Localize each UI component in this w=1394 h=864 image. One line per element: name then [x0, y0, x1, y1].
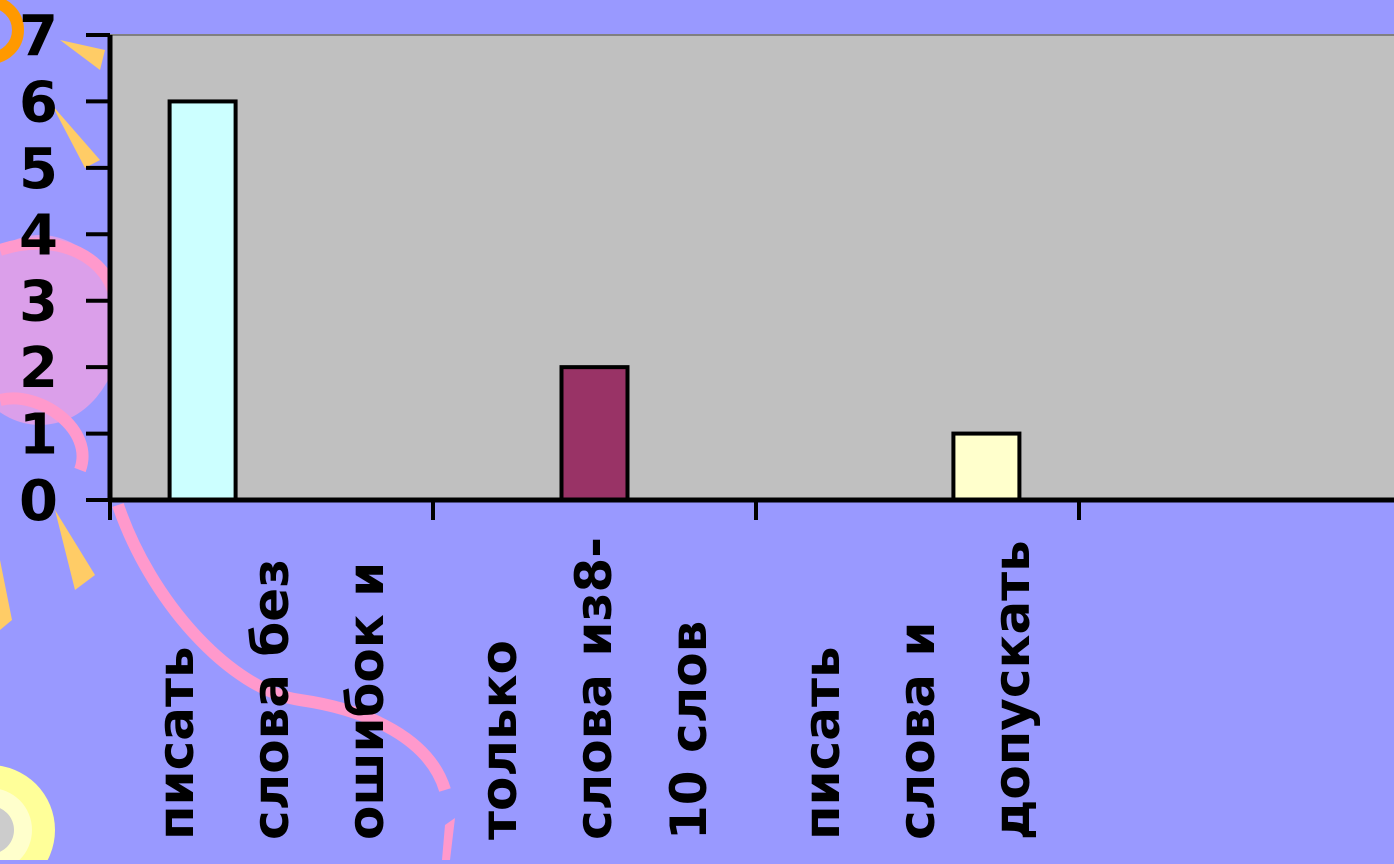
x-tick-label: ошибок и: [337, 562, 395, 840]
y-tick-label: 0: [19, 469, 58, 534]
x-tick-label: только: [470, 640, 528, 840]
background-decoration: [0, 0, 455, 864]
y-tick-label: 7: [19, 4, 58, 69]
x-tick-labels: писать слова без ошибок и только слова из8- 1…: [147, 537, 1041, 840]
x-tick-label: 10 слов: [660, 621, 718, 840]
axes: [86, 33, 1394, 520]
y-tick-label: 1: [19, 403, 58, 468]
plot-area: [110, 35, 1394, 500]
y-tick-label: 4: [19, 203, 58, 268]
x-tick-label: слова без: [242, 559, 300, 840]
y-tick-label: 5: [19, 137, 58, 202]
y-tick-label: 6: [19, 70, 58, 135]
bar-1-series-1: [167, 99, 238, 503]
x-tick-label: слова из8-: [565, 537, 623, 840]
x-tick-label: слова и: [888, 622, 946, 840]
x-tick-label: писать: [147, 646, 205, 840]
bar-3-series-3: [951, 431, 1022, 503]
y-tick-label: 2: [19, 336, 58, 401]
bar-2-series-2: [559, 365, 630, 502]
bars: [167, 99, 1022, 503]
x-tick-label: допускать: [983, 540, 1041, 840]
y-tick-label: 3: [19, 270, 58, 335]
x-tick-label: писать: [793, 646, 851, 840]
